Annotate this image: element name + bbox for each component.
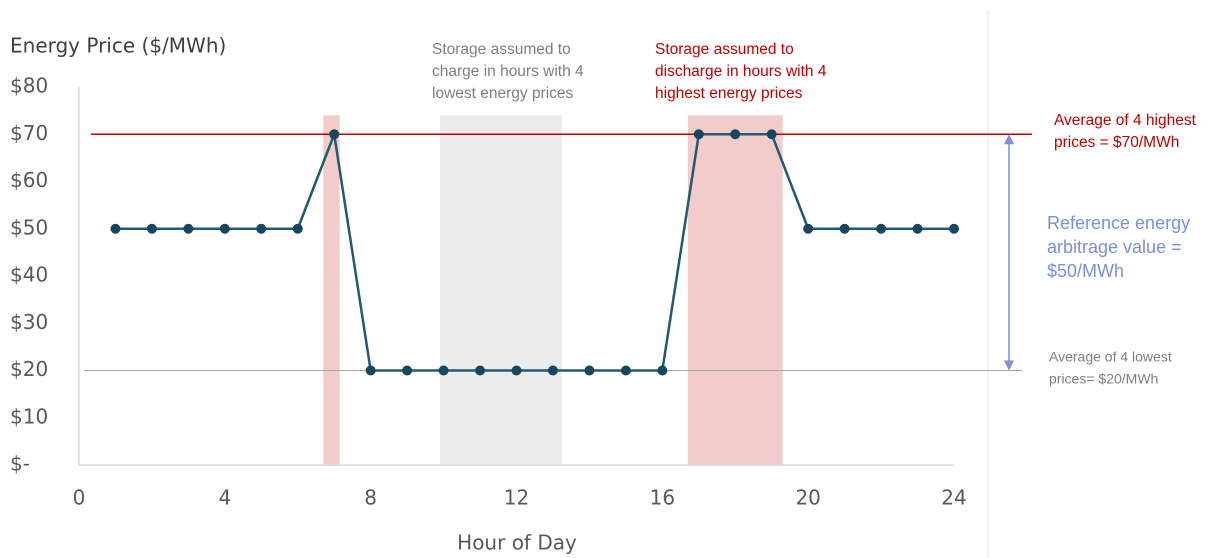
x-tick-label: 20	[795, 486, 820, 510]
price-marker	[584, 365, 595, 376]
annotation: Storage assumed to	[655, 41, 794, 58]
highlight-band	[439, 115, 563, 465]
price-marker	[110, 223, 121, 234]
y-tick-label: $60	[10, 168, 48, 192]
highlight-band	[687, 115, 783, 465]
price-marker	[876, 223, 887, 234]
x-tick-label: 16	[650, 486, 675, 510]
price-marker	[219, 223, 230, 234]
y-tick-label: $-	[10, 452, 30, 476]
annotation: charge in hours with 4	[432, 63, 584, 80]
price-marker	[146, 223, 157, 234]
y-tick-label: $30	[10, 310, 48, 334]
y-tick-label: $10	[10, 404, 48, 428]
arrow-head	[1004, 134, 1014, 145]
annotation: Average of 4 highest	[1054, 112, 1197, 129]
price-line	[115, 129, 954, 372]
x-tick-label: 0	[73, 486, 86, 510]
annotation: highest energy prices	[655, 85, 803, 102]
annotation: arbitrage value =	[1047, 237, 1182, 257]
y-tick-label: $80	[10, 74, 48, 98]
annotation: lowest energy prices	[432, 85, 574, 102]
price-marker	[183, 223, 194, 234]
highlight-band	[323, 115, 340, 465]
arrow-head	[1004, 360, 1014, 371]
price-marker	[511, 365, 522, 376]
annotation: Storage assumed to	[432, 41, 571, 58]
price-marker	[730, 129, 741, 140]
price-marker	[438, 365, 449, 376]
price-marker	[329, 129, 340, 140]
y-tick-label: $40	[10, 263, 48, 287]
y-tick-label: $20	[10, 357, 48, 381]
x-tick-label: 12	[504, 486, 529, 510]
price-marker	[766, 129, 777, 140]
price-marker	[547, 365, 558, 376]
annotation: Reference energy	[1047, 213, 1190, 233]
annotation: prices = $70/MWh	[1054, 134, 1179, 151]
annotation: $50/MWh	[1047, 261, 1124, 281]
price-marker	[620, 365, 631, 376]
price-marker	[693, 129, 704, 140]
price-marker	[292, 223, 303, 234]
price-marker	[949, 223, 959, 234]
x-axis-title: Hour of Day	[457, 531, 577, 555]
annotation: prices= $20/MWh	[1049, 371, 1158, 387]
price-marker	[475, 365, 486, 376]
x-tick-label: 4	[218, 486, 231, 510]
y-axis-title: Energy Price ($/MWh)	[10, 34, 226, 58]
annotation: discharge in hours with 4	[655, 63, 827, 80]
annotation: Average of 4 lowest	[1049, 349, 1172, 365]
price-marker	[256, 223, 267, 234]
y-tick-label: $50	[10, 215, 48, 239]
price-marker	[839, 223, 850, 234]
price-marker	[402, 365, 413, 376]
price-marker	[803, 223, 814, 234]
y-tick-label: $70	[10, 121, 48, 145]
price-marker	[365, 365, 376, 376]
x-tick-label: 8	[364, 486, 377, 510]
price-marker	[912, 223, 923, 234]
price-marker	[657, 365, 668, 376]
x-tick-label: 24	[941, 486, 966, 510]
